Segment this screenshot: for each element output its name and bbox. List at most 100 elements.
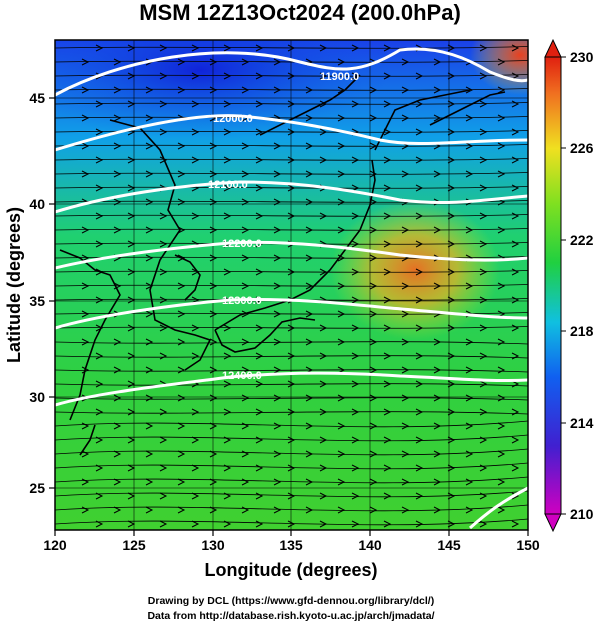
wind-arrow	[351, 492, 360, 500]
wind-arrow	[81, 170, 90, 178]
wind-arrow	[401, 478, 410, 486]
streamline	[55, 186, 528, 189]
wind-arrow	[177, 226, 186, 234]
wind-streamlines	[55, 44, 528, 528]
wind-arrow	[145, 450, 154, 458]
wind-arrow	[241, 86, 250, 94]
wind-arrow	[319, 44, 328, 52]
wind-arrow	[113, 226, 122, 234]
wind-arrow	[287, 436, 296, 444]
wind-arrow	[223, 352, 232, 360]
wind-arrow	[255, 212, 264, 220]
wind-arrow	[337, 506, 346, 514]
wind-arrow	[287, 408, 296, 416]
wind-arrow	[479, 324, 488, 332]
wind-arrow	[145, 366, 154, 374]
wind-arrow	[81, 450, 90, 458]
wind-arrow	[337, 58, 346, 66]
wind-arrow	[287, 268, 296, 276]
wind-arrow	[177, 422, 186, 430]
wind-arrow	[383, 436, 392, 444]
contour-12400	[55, 371, 528, 407]
wind-arrow	[145, 114, 154, 122]
wind-arrow	[145, 142, 154, 150]
wind-arrow	[447, 240, 456, 248]
wind-arrow	[433, 226, 442, 234]
wind-arrow	[191, 156, 200, 164]
wind-arrow	[479, 184, 488, 192]
wind-arrow	[497, 58, 506, 66]
wind-arrow	[255, 72, 264, 80]
wind-arrow	[145, 86, 154, 94]
wind-arrow	[241, 58, 250, 66]
y-tick-label: 30	[29, 389, 45, 405]
wind-arrow	[95, 436, 104, 444]
wind-arrow	[95, 44, 104, 52]
wind-arrow	[223, 380, 232, 388]
wind-arrow	[145, 506, 154, 514]
wind-arrow	[95, 184, 104, 192]
contour-12100	[55, 180, 528, 214]
wind-arrow	[81, 254, 90, 262]
wind-arrow	[255, 44, 264, 52]
wind-arrow	[351, 184, 360, 192]
y-axis	[49, 97, 55, 489]
streamline	[55, 116, 528, 119]
wind-arrow	[447, 296, 456, 304]
wind-arrow	[369, 170, 378, 178]
wind-arrow	[511, 436, 520, 444]
wind-arrow	[159, 72, 168, 80]
wind-arrow	[383, 380, 392, 388]
wind-arrow	[241, 310, 250, 318]
wind-arrow	[81, 506, 90, 514]
wind-arrow	[255, 268, 264, 276]
wind-arrow	[273, 506, 282, 514]
wind-arrow	[191, 44, 200, 52]
y-tick-label: 40	[29, 196, 45, 212]
wind-arrow	[223, 324, 232, 332]
wind-arrow	[159, 324, 168, 332]
wind-arrow	[273, 450, 282, 458]
colorbar-tick-label: 214	[570, 415, 594, 431]
contour-label: 11900.0	[320, 71, 359, 83]
wind-arrow	[255, 464, 264, 472]
wind-arrow	[95, 492, 104, 500]
wind-arrow	[159, 520, 168, 528]
wind-arrow	[287, 464, 296, 472]
wind-arrow	[305, 226, 314, 234]
contour-labels: 11900.0 12000.0 12100.0 12200.0 12300.0 …	[208, 71, 359, 382]
wind-arrow	[95, 72, 104, 80]
wind-arrow	[337, 170, 346, 178]
wind-arrow	[177, 478, 186, 486]
wind-arrow	[177, 170, 186, 178]
wind-arrow	[465, 366, 474, 374]
wind-arrow	[433, 170, 442, 178]
wind-arrow	[95, 520, 104, 528]
wind-arrow	[383, 492, 392, 500]
wind-arrow	[81, 226, 90, 234]
wind-arrow	[177, 254, 186, 262]
wind-arrow	[191, 324, 200, 332]
y-tick-label: 25	[29, 480, 45, 496]
wind-arrow	[447, 156, 456, 164]
wind-arrow	[337, 226, 346, 234]
wind-arrow	[497, 338, 506, 346]
wind-arrow	[479, 492, 488, 500]
wind-arrow	[511, 520, 520, 528]
streamline	[55, 383, 528, 387]
wind-arrow	[95, 156, 104, 164]
wind-arrow	[209, 478, 218, 486]
wind-arrow	[465, 86, 474, 94]
wind-arrow	[95, 324, 104, 332]
wind-arrow	[159, 100, 168, 108]
wind-arrow	[497, 506, 506, 514]
wind-arrow	[401, 170, 410, 178]
wind-arrow	[337, 282, 346, 290]
x-tick-label: 120	[43, 537, 67, 553]
wind-arrow	[209, 58, 218, 66]
wind-arrow	[383, 128, 392, 136]
wind-arrow	[305, 450, 314, 458]
wind-arrow	[191, 492, 200, 500]
streamline	[55, 88, 528, 91]
contour-label: 12200.0	[222, 238, 262, 250]
